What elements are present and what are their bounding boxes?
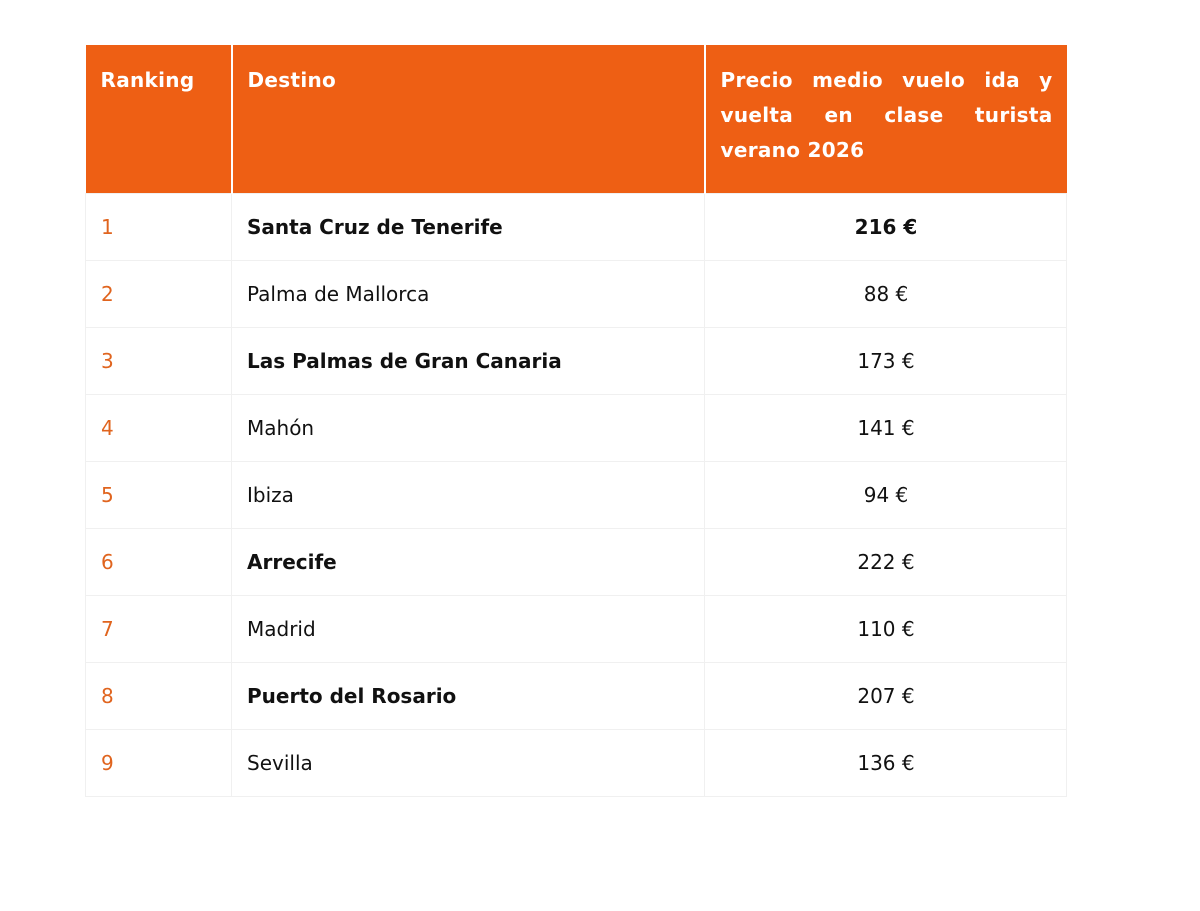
table-row: 4 Mahón 141 € — [85, 394, 1067, 462]
price-cell: 136 € — [704, 729, 1067, 797]
destination-cell: Mahón — [231, 394, 705, 462]
rank-cell: 9 — [85, 729, 232, 797]
destination-cell: Puerto del Rosario — [231, 662, 705, 730]
destination-cell: Ibiza — [231, 461, 705, 529]
destination-cell: Santa Cruz de Tenerife — [231, 193, 705, 261]
price-cell: 110 € — [704, 595, 1067, 663]
price-cell: 141 € — [704, 394, 1067, 462]
table-header: Ranking Destino Precio medio vuelo ida y… — [85, 45, 1067, 194]
price-cell: 207 € — [704, 662, 1067, 730]
destination-cell: Arrecife — [231, 528, 705, 596]
table-row: 5 Ibiza 94 € — [85, 461, 1067, 529]
table-row: 1 Santa Cruz de Tenerife 216 € — [85, 193, 1067, 261]
price-cell: 94 € — [704, 461, 1067, 529]
price-cell: 216 € — [704, 193, 1067, 261]
price-cell: 222 € — [704, 528, 1067, 596]
destination-cell: Madrid — [231, 595, 705, 663]
header-cell: Destino — [231, 45, 706, 194]
destination-cell: Las Palmas de Gran Canaria — [231, 327, 705, 395]
header-row: Ranking Destino Precio medio vuelo ida y… — [85, 45, 1067, 194]
table-row: 2 Palma de Mallorca 88 € — [85, 260, 1067, 328]
destination-cell: Palma de Mallorca — [231, 260, 705, 328]
header-cell: Precio medio vuelo ida y vuelta en clase… — [704, 45, 1067, 194]
price-cell: 88 € — [704, 260, 1067, 328]
rank-cell: 5 — [85, 461, 232, 529]
rank-cell: 4 — [85, 394, 232, 462]
rank-cell: 1 — [85, 193, 232, 261]
table-row: 6 Arrecife 222 € — [85, 528, 1067, 596]
table-row: 7 Madrid 110 € — [85, 595, 1067, 663]
destination-cell: Sevilla — [231, 729, 705, 797]
table-row: 8 Puerto del Rosario 207 € — [85, 662, 1067, 730]
ranking-table: Ranking Destino Precio medio vuelo ida y… — [85, 45, 1067, 797]
rank-cell: 3 — [85, 327, 232, 395]
rank-cell: 7 — [85, 595, 232, 663]
header-cell: Ranking — [85, 45, 233, 194]
rank-cell: 6 — [85, 528, 232, 596]
table-row: 9 Sevilla 136 € — [85, 729, 1067, 797]
table-body: 1 Santa Cruz de Tenerife 216 €2 Palma de Ma… — [85, 193, 1067, 797]
price-cell: 173 € — [704, 327, 1067, 395]
rank-cell: 2 — [85, 260, 232, 328]
rank-cell: 8 — [85, 662, 232, 730]
table-row: 3 Las Palmas de Gran Canaria 173 € — [85, 327, 1067, 395]
